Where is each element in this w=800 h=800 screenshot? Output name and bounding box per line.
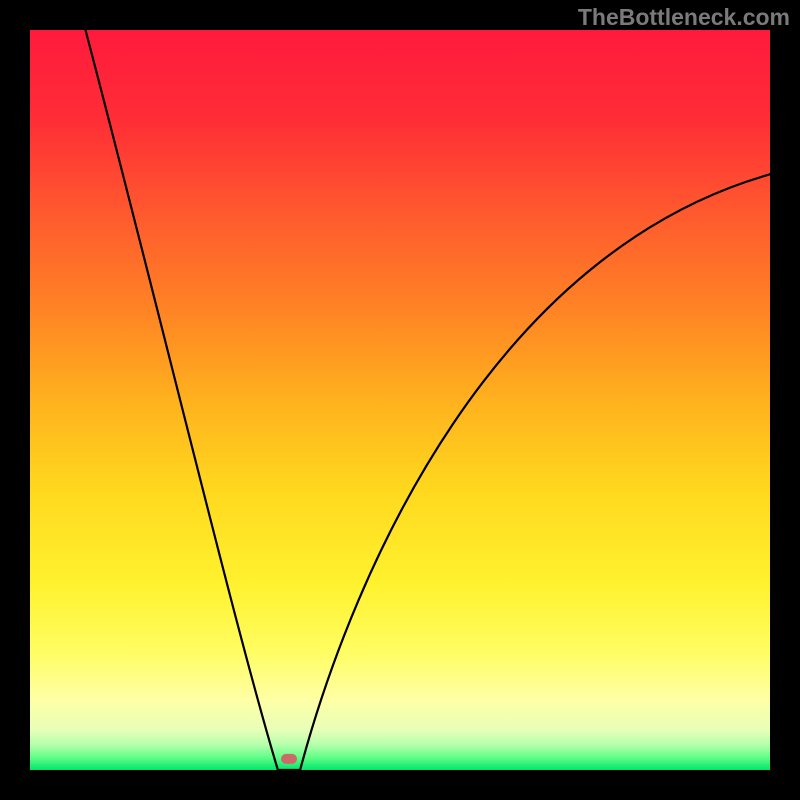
- chart-root: TheBottleneck.com: [0, 0, 800, 800]
- watermark-text: TheBottleneck.com: [578, 4, 790, 31]
- heat-gradient-rect: [30, 30, 770, 770]
- optimum-marker: [281, 754, 297, 764]
- bottleneck-curve-chart: [0, 0, 800, 800]
